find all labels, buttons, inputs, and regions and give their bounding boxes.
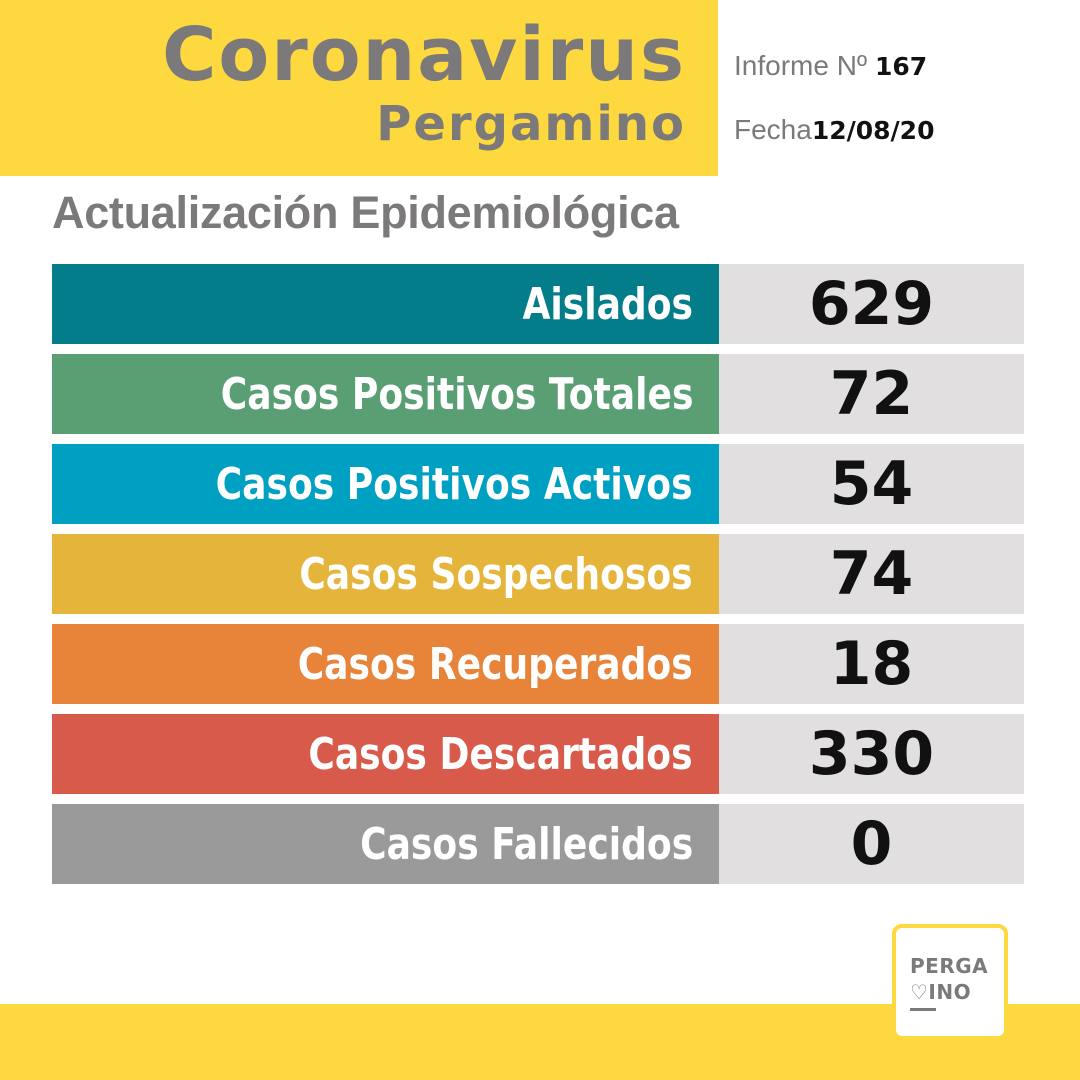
logo-text-line1: PERGA	[910, 954, 989, 978]
stat-value: 0	[719, 804, 1024, 884]
report-number-label: Informe Nº	[734, 50, 868, 81]
stat-value: 72	[719, 354, 1024, 434]
stat-row-positivos-activos: Casos Positivos Activos 54	[52, 444, 1024, 524]
stat-label: Casos Fallecidos	[52, 804, 719, 884]
stat-value: 18	[719, 624, 1024, 704]
page-subtitle: Pergamino	[376, 96, 686, 152]
report-number-value: 167	[874, 52, 928, 81]
header-band	[0, 0, 718, 176]
stat-label: Casos Positivos Activos	[52, 444, 719, 524]
stat-label: Casos Descartados	[52, 714, 719, 794]
report-date-label: Fecha	[734, 114, 812, 145]
stat-label: Aislados	[52, 264, 719, 344]
stat-row-fallecidos: Casos Fallecidos 0	[52, 804, 1024, 884]
report-date-value: 12/08/20	[811, 116, 935, 145]
logo-underline	[910, 1008, 936, 1011]
stat-label: Casos Positivos Totales	[52, 354, 719, 434]
logo-text-line2: ♡INO	[910, 980, 972, 1004]
stats-table: Aislados 629 Casos Positivos Totales 72 …	[52, 264, 1024, 894]
page-title: Coronavirus	[162, 12, 686, 98]
report-number: Informe Nº 167	[734, 52, 927, 80]
stat-label: Casos Sospechosos	[52, 534, 719, 614]
stat-value: 54	[719, 444, 1024, 524]
stat-row-recuperados: Casos Recuperados 18	[52, 624, 1024, 704]
stat-value: 629	[719, 264, 1024, 344]
stat-value: 330	[719, 714, 1024, 794]
stat-row-descartados: Casos Descartados 330	[52, 714, 1024, 794]
pergamino-logo: PERGA ♡INO	[892, 924, 1008, 1040]
report-date: Fecha12/08/20	[734, 116, 934, 144]
stat-row-positivos-totales: Casos Positivos Totales 72	[52, 354, 1024, 434]
stat-value: 74	[719, 534, 1024, 614]
stat-label: Casos Recuperados	[52, 624, 719, 704]
stat-row-aislados: Aislados 629	[52, 264, 1024, 344]
section-heading: Actualización Epidemiológica	[52, 187, 679, 238]
stat-row-sospechosos: Casos Sospechosos 74	[52, 534, 1024, 614]
